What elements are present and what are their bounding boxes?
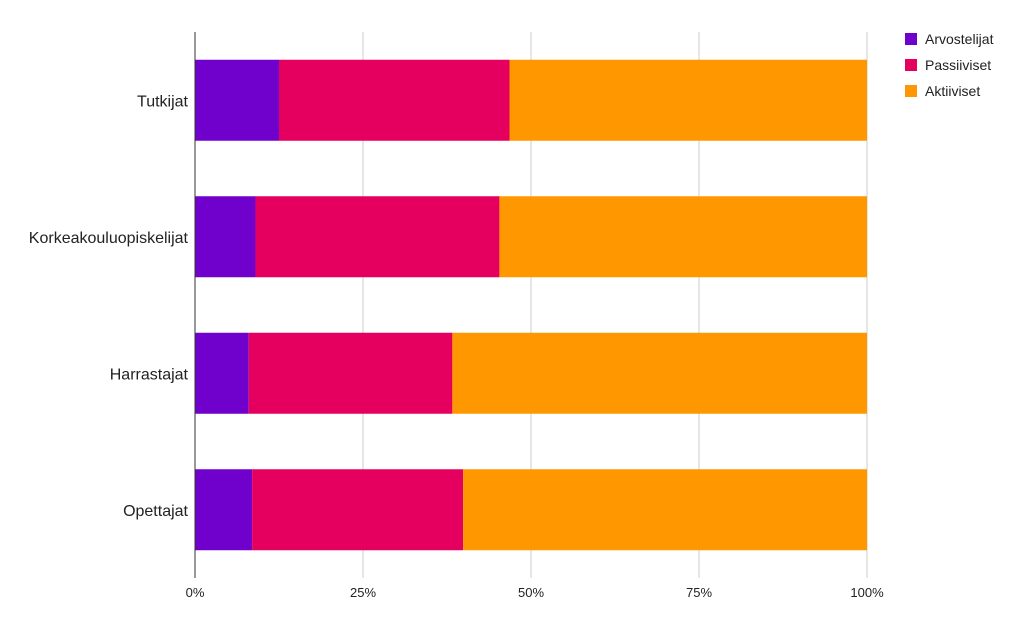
bar-segment	[255, 196, 500, 278]
bar-segment	[252, 469, 464, 551]
x-tick-label: 25%	[350, 585, 376, 600]
bar-segment	[195, 469, 253, 551]
legend-swatch	[905, 85, 917, 97]
x-tick-label: 100%	[850, 585, 884, 600]
legend-swatch	[905, 59, 917, 71]
bar-segment	[499, 196, 867, 278]
bar-segment	[279, 59, 510, 141]
labels: 0% 25% 50% 75% 100% Tutkijat Korkeakouluopiske…	[29, 93, 884, 600]
legend: Arvostelijat Passiiviset Aktiiviset	[905, 31, 994, 99]
bar-segment	[195, 196, 256, 278]
category-label: Harrastajat	[110, 366, 189, 383]
bar-segment	[452, 332, 867, 414]
x-tick-label: 0%	[186, 585, 205, 600]
bars	[195, 59, 867, 551]
legend-label: Aktiiviset	[925, 83, 980, 99]
bar-segment	[248, 332, 453, 414]
bar-segment	[195, 59, 279, 141]
bar-segment	[195, 332, 249, 414]
legend-swatch	[905, 33, 917, 45]
x-tick-label: 50%	[518, 585, 544, 600]
legend-label: Passiiviset	[925, 57, 991, 73]
category-label: Korkeakouluopiskelijat	[29, 230, 189, 247]
legend-label: Arvostelijat	[925, 31, 994, 47]
x-tick-label: 75%	[686, 585, 712, 600]
bar-segment	[509, 59, 867, 141]
bar-segment	[463, 469, 867, 551]
category-label: Tutkijat	[137, 93, 189, 110]
category-label: Opettajat	[123, 503, 188, 520]
